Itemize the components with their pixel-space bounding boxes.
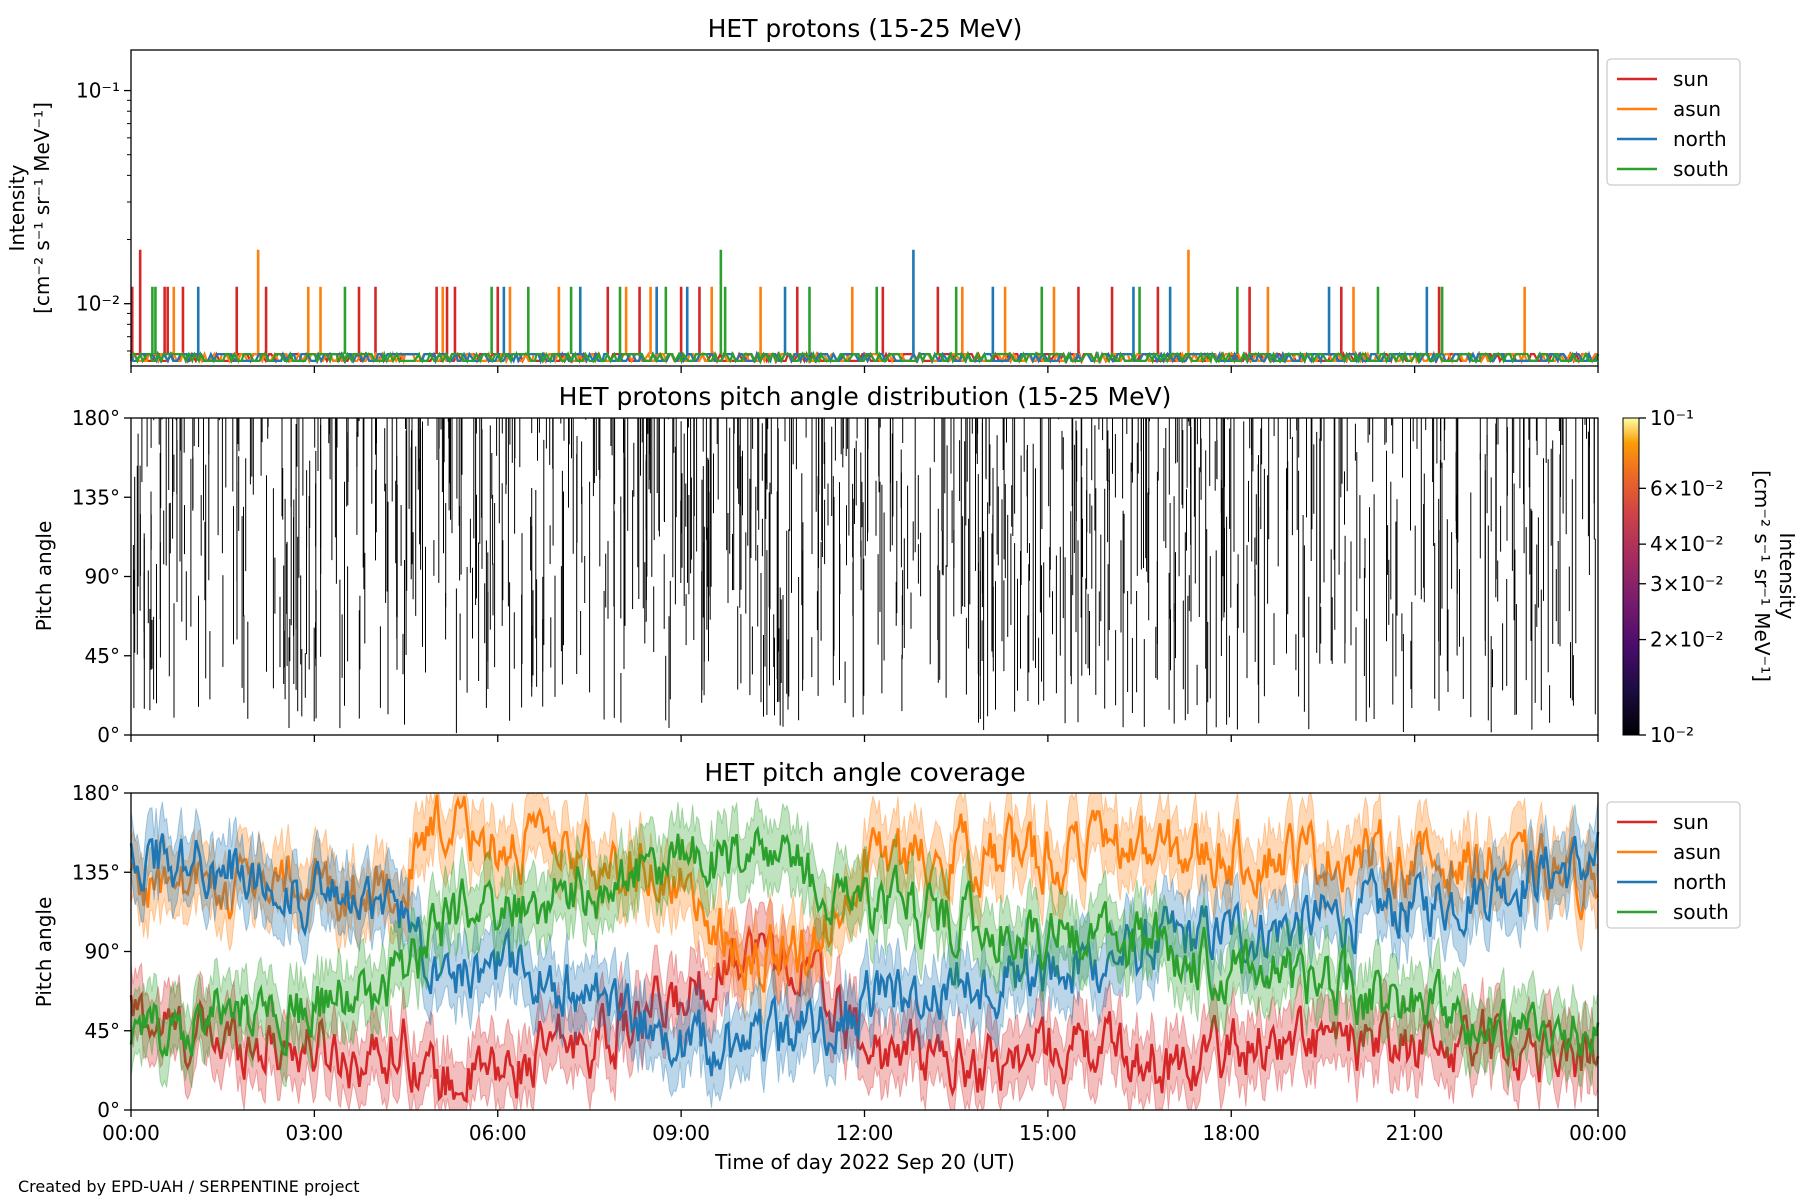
colorbar-tick-label: 3×10⁻² [1650, 572, 1724, 596]
legend-label-sun: sun [1673, 67, 1709, 91]
panel2-title: HET protons pitch angle distribution (15… [559, 382, 1172, 411]
colorbar-tick-label: 2×10⁻² [1650, 628, 1724, 652]
x-tick-label: 12:00 [836, 1121, 894, 1145]
panel3-x-ticks: 00:00 03:00 06:00 09:00 12:00 15:00 18:00 21:00… [102, 1110, 1627, 1145]
colorbar-tick-label: 4×10⁻² [1650, 532, 1724, 556]
y-tick-label: 45° [85, 1019, 120, 1043]
panel3-title: HET pitch angle coverage [704, 758, 1025, 787]
x-tick-label: 06:00 [469, 1121, 527, 1145]
line-south [129, 825, 1600, 1059]
panel1-legend: sun asun north south [1606, 58, 1741, 186]
x-tick-label: 18:00 [1202, 1121, 1260, 1145]
y-tick-label: 180° [72, 781, 120, 805]
panel3-plot-area [129, 791, 1600, 1112]
legend-box [1606, 801, 1741, 929]
panel2-x-ticks [130, 735, 1599, 742]
panel1-ylabel-line2: [cm⁻² s⁻¹ sr⁻¹ MeV⁻¹] [30, 102, 54, 314]
colorbar [1622, 417, 1640, 736]
panel1-title: HET protons (15-25 MeV) [708, 14, 1023, 43]
legend-label-sun: sun [1673, 810, 1709, 834]
x-tick-label: 15:00 [1019, 1121, 1077, 1145]
x-tick-label: 21:00 [1386, 1121, 1444, 1145]
panel1-ylabel-line1: Intensity [5, 164, 29, 251]
y-tick-label: 10⁻¹ [76, 79, 120, 103]
y-tick-label: 180° [72, 406, 120, 430]
panel2-y-ticks: 0° 45° 90° 135° 180° [72, 406, 131, 747]
y-tick-label: 135° [72, 485, 120, 509]
legend-label-asun: asun [1673, 840, 1721, 864]
baseline-north [130, 350, 1600, 365]
series-north [130, 249, 1600, 365]
y-tick-label: 135° [72, 860, 120, 884]
y-tick-label: 0° [97, 723, 120, 747]
x-tick-label: 03:00 [286, 1121, 344, 1145]
colorbar-label-line2: [cm⁻² s⁻¹ sr⁻¹ MeV⁻¹] [1750, 470, 1774, 682]
y-tick-label: 0° [97, 1098, 120, 1122]
x-tick-label: 09:00 [652, 1121, 710, 1145]
legend-label-asun: asun [1673, 97, 1721, 121]
panel2-plot-area [132, 418, 1596, 734]
colorbar-tick-label: 10⁻² [1650, 723, 1694, 747]
panel3-legend: sun asun north south [1606, 801, 1741, 929]
colorbar-tick-label: 6×10⁻² [1650, 476, 1724, 500]
panel2-ylabel: Pitch angle [32, 521, 56, 632]
panel-pitch-angle-distribution: HET protons pitch angle distribution (15… [32, 382, 1799, 747]
legend-label-north: north [1673, 127, 1727, 151]
x-tick-label: 00:00 [102, 1121, 160, 1145]
legend-box [1606, 58, 1741, 186]
panel3-ylabel: Pitch angle [32, 897, 56, 1008]
legend-label-south: south [1673, 157, 1729, 181]
credit-footer: Created by EPD-UAH / SERPENTINE project [18, 1177, 360, 1196]
legend-label-north: north [1673, 870, 1727, 894]
panel1-plot-area [129, 249, 1600, 365]
colorbar-label-line1: Intensity [1775, 532, 1799, 619]
series-south [130, 249, 1599, 365]
x-axis-label: Time of day 2022 Sep 20 (UT) [714, 1150, 1015, 1174]
y-tick-label: 90° [85, 940, 120, 964]
y-tick-label: 90° [85, 565, 120, 589]
colorbar-tick-label: 10⁻¹ [1650, 406, 1694, 430]
panel-intensity: HET protons (15-25 MeV) 10⁻¹ 10⁻² Intensi… [5, 14, 1741, 373]
line-sun [129, 924, 1600, 1104]
panel1-y-ticks: 10⁻¹ 10⁻² [76, 79, 131, 352]
line-asun [129, 794, 1599, 993]
y-tick-label: 45° [85, 644, 120, 668]
y-tick-label: 10⁻² [76, 292, 120, 316]
panel-pitch-angle-coverage: HET pitch angle coverage 0° 45° 90° 135° 180… [32, 758, 1741, 1174]
baseline-south [130, 350, 1599, 365]
panel3-y-ticks: 0° 45° 90° 135° 180° [72, 781, 131, 1122]
panel2-axes-frame [130, 417, 1599, 736]
legend-label-south: south [1673, 900, 1729, 924]
colorbar-ticks: 10⁻¹ 6×10⁻² 4×10⁻² 3×10⁻² 2×10⁻² 10⁻² [1639, 406, 1724, 747]
x-tick-label: 00:00 [1569, 1121, 1627, 1145]
panel1-x-ticks [130, 366, 1599, 373]
line-north [129, 831, 1600, 1077]
